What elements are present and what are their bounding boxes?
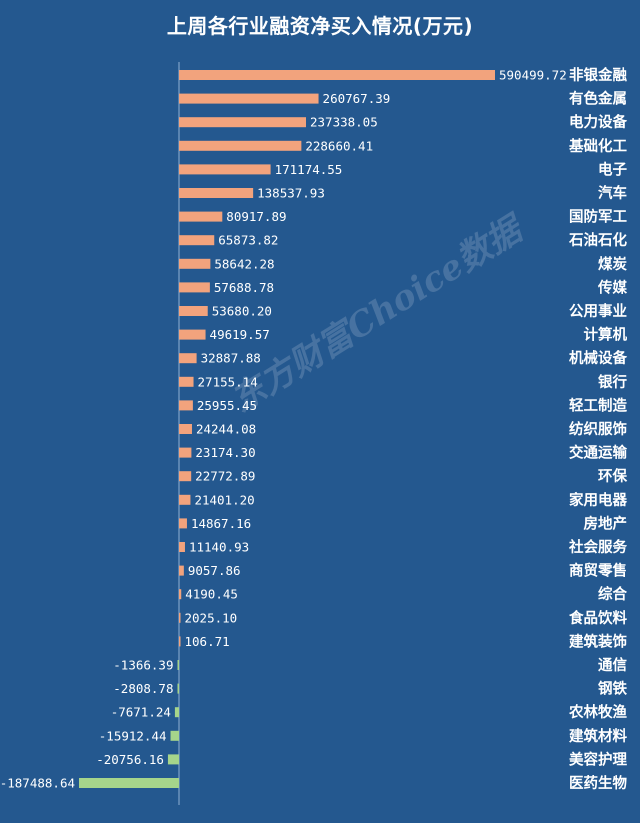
bar-7 (179, 235, 215, 246)
value-label-29: -20756.16 (96, 752, 164, 767)
category-label-13: 银行 (598, 373, 627, 391)
category-label-8: 煤炭 (598, 255, 627, 273)
value-label-14: 25955.45 (197, 398, 257, 413)
value-label-17: 22772.89 (195, 469, 255, 484)
category-label-29: 美容护理 (569, 750, 627, 768)
value-label-24: 106.71 (185, 634, 230, 649)
value-label-13: 27155.14 (198, 374, 258, 389)
value-label-27: -7671.24 (111, 705, 171, 720)
category-label-3: 基础化工 (568, 137, 627, 155)
bar-24 (179, 636, 181, 647)
bar-3 (179, 140, 302, 151)
bar-12 (179, 353, 197, 364)
bar-23 (179, 612, 181, 623)
bar-29 (167, 754, 179, 765)
bar-26 (177, 683, 179, 694)
bar-17 (179, 471, 192, 482)
bar-11 (179, 329, 206, 340)
value-label-1: 260767.39 (323, 91, 391, 106)
category-label-24: 建筑装饰 (569, 632, 627, 650)
category-label-16: 交通运输 (569, 444, 627, 462)
value-label-15: 24244.08 (196, 422, 256, 437)
category-label-17: 环保 (598, 467, 627, 485)
value-label-8: 58642.28 (214, 256, 274, 271)
value-label-10: 53680.20 (212, 304, 272, 319)
category-label-1: 有色金属 (569, 90, 627, 108)
category-label-12: 机械设备 (569, 349, 627, 367)
category-label-15: 纺织服饰 (569, 420, 627, 438)
value-label-26: -2808.78 (113, 681, 173, 696)
category-label-11: 计算机 (584, 326, 628, 344)
category-label-5: 汽车 (598, 184, 627, 202)
bar-18 (179, 494, 191, 505)
bar-8 (179, 258, 211, 269)
value-label-28: -15912.44 (99, 728, 167, 743)
value-label-22: 4190.45 (185, 587, 238, 602)
category-label-26: 钢铁 (598, 680, 627, 698)
category-label-22: 综合 (598, 585, 627, 603)
value-label-7: 65873.82 (218, 233, 278, 248)
category-label-18: 家用电器 (569, 491, 627, 509)
value-label-16: 23174.30 (195, 445, 255, 460)
chart-title: 上周各行业融资净买入情况(万元) (166, 14, 474, 38)
bar-21 (179, 565, 184, 576)
bar-20 (179, 542, 185, 552)
bar-5 (179, 188, 254, 198)
bar-25 (177, 660, 179, 670)
category-label-25: 通信 (598, 656, 627, 674)
bar-16 (179, 447, 192, 458)
value-label-19: 14867.16 (191, 516, 251, 531)
category-label-0: 非银金融 (569, 66, 627, 84)
bar-27 (174, 707, 179, 718)
category-label-21: 商贸零售 (569, 562, 627, 580)
value-label-12: 32887.88 (201, 351, 261, 366)
category-label-2: 电力设备 (569, 113, 627, 131)
bar-28 (170, 730, 179, 741)
value-label-25: -1366.39 (113, 658, 173, 673)
bar-15 (179, 424, 192, 434)
category-label-20: 社会服务 (568, 538, 627, 556)
value-label-30: -187488.64 (0, 776, 75, 791)
value-label-21: 9057.86 (188, 563, 241, 578)
category-label-10: 公用事业 (569, 302, 627, 320)
bar-0 (179, 70, 495, 80)
value-label-2: 237338.05 (310, 115, 378, 130)
category-label-28: 建筑材料 (569, 727, 627, 745)
category-label-9: 传媒 (597, 278, 627, 296)
bar-14 (179, 400, 193, 411)
value-label-4: 171174.55 (275, 162, 343, 177)
category-label-19: 房地产 (584, 514, 628, 532)
bar-30 (79, 778, 179, 788)
category-label-7: 石油石化 (568, 231, 627, 249)
value-label-0: 590499.72 (499, 68, 567, 83)
category-label-27: 农林牧渔 (568, 703, 627, 721)
category-label-30: 医药生物 (569, 774, 627, 792)
bar-9 (179, 282, 210, 293)
bar-19 (179, 518, 187, 529)
bar-2 (179, 117, 307, 128)
bar-1 (179, 93, 319, 104)
value-label-23: 2025.10 (185, 610, 238, 625)
category-label-23: 食品饮料 (569, 609, 627, 627)
value-label-18: 21401.20 (194, 492, 254, 507)
category-label-6: 国防军工 (569, 208, 627, 226)
category-label-4: 电子 (598, 160, 627, 178)
bar-22 (179, 589, 182, 600)
bar-6 (179, 211, 223, 222)
bar-13 (179, 376, 194, 387)
value-label-5: 138537.93 (257, 186, 325, 201)
value-label-9: 57688.78 (214, 280, 274, 295)
bar-10 (179, 306, 208, 316)
value-label-20: 11140.93 (189, 540, 249, 555)
bar-4 (179, 164, 271, 175)
category-label-14: 轻工制造 (569, 396, 627, 414)
value-label-3: 228660.41 (305, 138, 373, 153)
value-label-6: 80917.89 (226, 209, 286, 224)
value-label-11: 49619.57 (210, 327, 270, 342)
